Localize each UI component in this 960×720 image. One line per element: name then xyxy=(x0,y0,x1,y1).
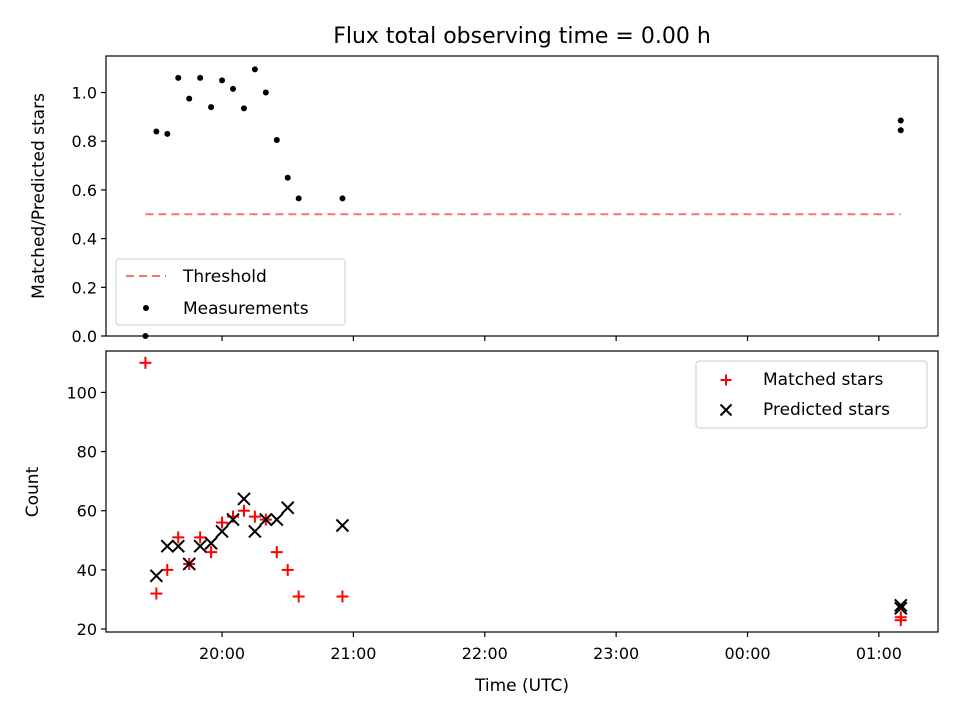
top-legend: Threshold Measurements xyxy=(115,258,346,326)
predicted-marker xyxy=(259,512,273,527)
bottom-panel: 20 40 60 80 100 20:00 21:00 22:00 23:00 00:00 01:… xyxy=(23,350,939,696)
top-panel: 0.0 0.2 0.4 0.6 0.8 1.0 Matched/Predicted sta… xyxy=(29,55,939,346)
legend-measurement-swatch xyxy=(143,305,149,311)
predicted-marker xyxy=(281,501,295,515)
predicted-marker xyxy=(171,539,185,553)
measurement-point xyxy=(339,195,346,202)
measurement-points xyxy=(142,66,904,339)
x-tick-label: 20:00 xyxy=(199,644,245,663)
measurement-point xyxy=(219,77,226,84)
measurement-point xyxy=(273,137,280,143)
bottom-y-axis-label: Count xyxy=(23,466,43,517)
measurement-point xyxy=(284,174,291,181)
predicted-marker xyxy=(894,598,908,613)
predicted-marker xyxy=(149,569,164,583)
bottom-y-ticks: 20 40 60 80 100 xyxy=(66,383,106,639)
predicted-marker xyxy=(182,557,196,571)
predicted-marker xyxy=(719,403,733,417)
measurement-point xyxy=(175,74,182,81)
y-tick-label: 40 xyxy=(77,561,97,580)
legend-matched-swatch xyxy=(720,374,732,386)
measurement-point xyxy=(229,85,236,92)
predicted-marker xyxy=(226,512,240,527)
measurement-point xyxy=(897,127,904,134)
measurement-point xyxy=(197,74,204,81)
measurement-point xyxy=(186,95,193,102)
y-tick-label: 0.4 xyxy=(72,230,97,249)
measurement-point xyxy=(897,117,904,124)
bottom-legend-box xyxy=(695,360,928,429)
predicted-marker xyxy=(193,539,207,553)
y-tick-label: 0.8 xyxy=(72,132,97,151)
y-tick-label: 60 xyxy=(77,502,97,521)
y-tick-label: 0.2 xyxy=(72,278,97,297)
bottom-axes-frame xyxy=(105,350,939,633)
top-y-axis-label: Matched/Predicted stars xyxy=(29,93,49,299)
x-tick-label: 23:00 xyxy=(593,644,639,663)
predicted-marker xyxy=(215,524,229,539)
measurement-point xyxy=(251,66,258,73)
predicted-marker xyxy=(160,539,175,553)
x-tick-label: 21:00 xyxy=(330,644,376,663)
legend-predicted-label: Predicted stars xyxy=(763,400,890,420)
measurement-point xyxy=(295,195,302,202)
matched-star-points xyxy=(139,356,907,627)
x-tick-label: 22:00 xyxy=(462,644,508,663)
legend-threshold-label: Threshold xyxy=(182,267,267,287)
legend-measurements-label: Measurements xyxy=(183,299,309,319)
top-x-ticks xyxy=(221,336,880,341)
predicted-marker xyxy=(248,524,262,539)
predicted-marker xyxy=(270,512,284,527)
measurement-point xyxy=(262,89,269,96)
measurement-point xyxy=(240,105,247,112)
legend-matched-label: Matched stars xyxy=(763,370,883,390)
measurement-point xyxy=(208,104,215,111)
x-tick-label: 00:00 xyxy=(724,644,770,663)
y-tick-label: 1.0 xyxy=(72,84,97,103)
y-tick-label: 0.6 xyxy=(72,181,97,200)
bottom-x-ticks: 20:00 21:00 22:00 23:00 00:00 01:00 xyxy=(199,632,902,663)
y-tick-label: 100 xyxy=(66,383,97,402)
predicted-marker xyxy=(335,518,350,533)
x-tick-label: 01:00 xyxy=(856,644,902,663)
top-y-ticks: 0.0 0.2 0.4 0.6 0.8 1.0 xyxy=(72,84,106,346)
measurement-point xyxy=(164,130,171,137)
predicted-marker xyxy=(204,536,218,550)
x-axis-label: Time (UTC) xyxy=(474,676,569,696)
y-tick-label: 20 xyxy=(77,620,97,639)
chart-title: Flux total observing time = 0.00 h xyxy=(333,24,711,49)
y-tick-label: 80 xyxy=(77,443,97,462)
bottom-legend: Matched stars Predicted stars xyxy=(695,360,928,429)
legend-predicted-swatch xyxy=(719,403,733,417)
measurement-point xyxy=(142,333,149,339)
y-tick-label: 0.0 xyxy=(72,327,97,346)
predicted-marker xyxy=(237,492,251,506)
top-legend-box xyxy=(115,258,346,326)
predicted-star-points xyxy=(149,492,908,616)
measurement-point xyxy=(153,128,160,135)
predicted-marker xyxy=(894,601,908,616)
